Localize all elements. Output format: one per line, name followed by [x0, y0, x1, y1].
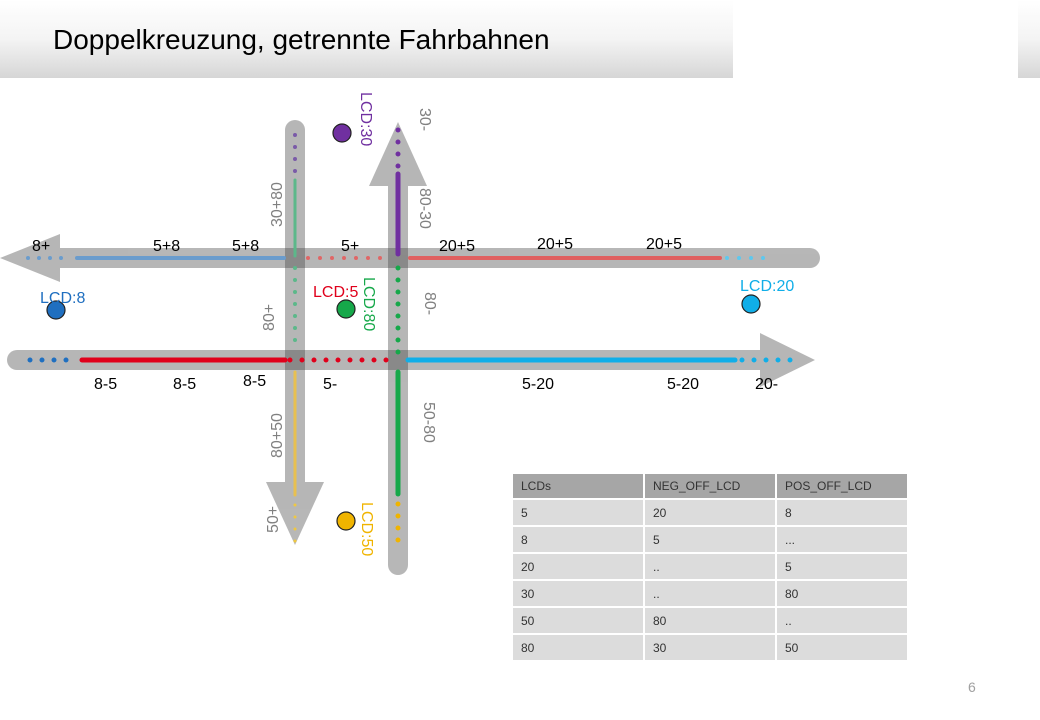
intersections — [285, 248, 408, 370]
segment-label: 8-5 — [243, 373, 266, 390]
segment-label: 5-20 — [667, 376, 699, 393]
table-cell: 80 — [644, 607, 777, 635]
table-row: 50 80.. — [513, 607, 909, 635]
segment-label: 5+ — [341, 238, 359, 255]
table-header-row: LCDs NEG_OFF_LCD POS_OFF_LCD — [513, 474, 909, 500]
table-cell: 80 — [776, 580, 909, 608]
table-cell: 80 — [513, 634, 645, 662]
page-number: 6 — [968, 679, 976, 695]
lcd-5-label: LCD:5 — [313, 284, 358, 301]
table-cell: 5 — [776, 553, 909, 581]
segment-label: 30- — [416, 108, 433, 131]
table-cell: 20 — [513, 553, 645, 581]
table-cell: ... — [776, 526, 909, 554]
lcd-offset-table: LCDs NEG_OFF_LCD POS_OFF_LCD 5 20 8 8 5... … — [513, 474, 909, 662]
segment-label: 50+ — [265, 506, 282, 533]
lcd-80-marker — [336, 299, 356, 319]
intersection — [388, 248, 408, 268]
table-cell: 30 — [644, 634, 777, 662]
table-row: 8 5... — [513, 526, 909, 554]
intersection — [388, 350, 408, 370]
road-left-arrowhead — [266, 482, 324, 545]
header-box — [733, 0, 1018, 78]
lcd-20-label: LCD:20 — [740, 278, 794, 295]
column-header: POS_OFF_LCD — [776, 474, 909, 500]
table-cell: .. — [644, 580, 777, 608]
table-cell: 20 — [644, 499, 777, 527]
road-left-vertical — [285, 120, 305, 500]
lower-segment-labels: 8-5 8-5 8-5 5- 5-20 5-20 20- — [94, 373, 778, 393]
lcd-20-marker — [741, 294, 761, 314]
lcd-30-marker — [332, 123, 352, 143]
table-cell: 50 — [776, 634, 909, 662]
segment-label: 5-20 — [522, 376, 554, 393]
segment-label: 5+8 — [153, 238, 180, 255]
segment-label: 20- — [755, 376, 778, 393]
segment-label: 20+5 — [439, 238, 475, 255]
table-cell: .. — [776, 607, 909, 635]
segment-label: 8-5 — [94, 376, 117, 393]
table-cell: 5 — [644, 526, 777, 554]
segment-label: 80+50 — [269, 413, 286, 458]
left-vertical-labels: 30+80 80+ 80+50 50+ — [261, 182, 286, 533]
slide-title: Doppelkreuzung, getrennte Fahrbahnen — [53, 24, 550, 55]
column-header: LCDs — [513, 474, 645, 500]
segment-label: 20+5 — [537, 236, 573, 253]
table-cell: 8 — [776, 499, 909, 527]
table-row: 30.. 80 — [513, 580, 909, 608]
segment-label: 5- — [323, 376, 337, 393]
lane-lines — [26, 127, 795, 547]
segment-label: 80+ — [261, 304, 278, 331]
lcd-50-label: LCD:50 — [358, 502, 375, 556]
lcd-8-marker — [46, 300, 66, 320]
segment-label: 8-5 — [173, 376, 196, 393]
upper-segment-labels: 8+ 5+8 5+8 5+ 20+5 20+5 20+5 — [32, 236, 682, 255]
segment-label: 30+80 — [269, 182, 286, 227]
lcd-8-label: LCD:8 — [40, 290, 85, 307]
table-cell: 50 — [513, 607, 645, 635]
right-vertical-labels: 30- 80-30 80- 50-80 — [416, 108, 438, 443]
lcd-50-marker — [336, 511, 356, 531]
intersection — [285, 350, 305, 370]
segment-label: 20+5 — [646, 236, 682, 253]
table-row: 20.. 5 — [513, 553, 909, 581]
lcd-30-label: LCD:30 — [357, 92, 374, 146]
segment-label: 50-80 — [420, 402, 437, 443]
table-cell: .. — [644, 553, 777, 581]
segment-label: 80-30 — [416, 188, 433, 229]
lcd-80-label: LCD:80 — [360, 277, 377, 331]
segment-label: 80- — [421, 292, 438, 315]
table-row: 80 30 50 — [513, 634, 909, 662]
segment-label: 5+8 — [232, 238, 259, 255]
table-row: 5 20 8 — [513, 499, 909, 527]
table-cell: 8 — [513, 526, 645, 554]
lcd-markers — [46, 123, 761, 531]
table-cell: 30 — [513, 580, 645, 608]
intersection — [285, 248, 305, 268]
segment-label: 8+ — [32, 238, 50, 255]
column-header: NEG_OFF_LCD — [644, 474, 777, 500]
table-cell: 5 — [513, 499, 645, 527]
